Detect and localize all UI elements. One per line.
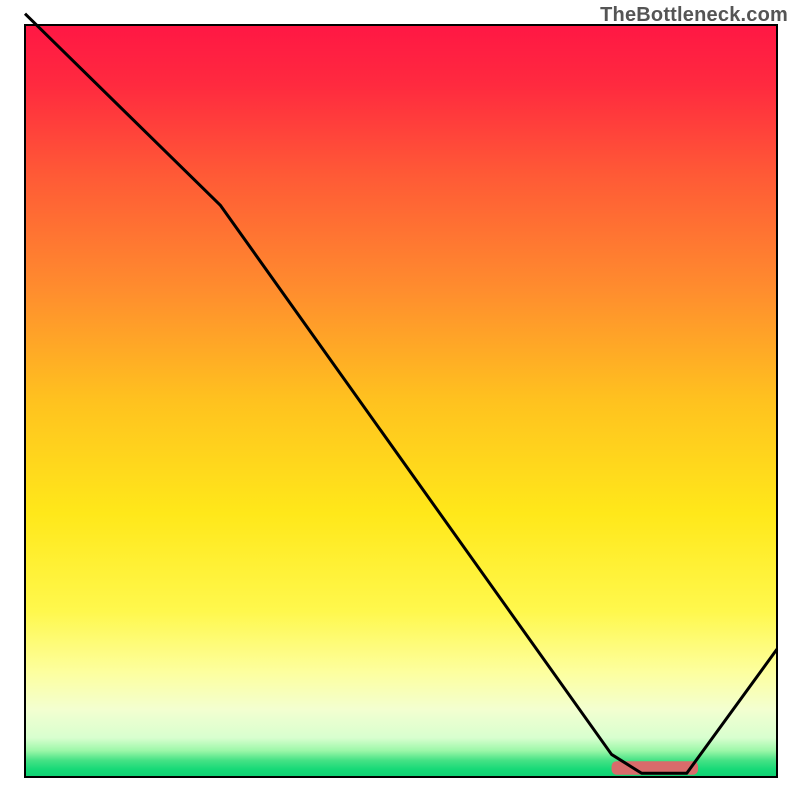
chart-svg xyxy=(0,0,800,800)
gradient-background xyxy=(25,25,777,777)
bottleneck-chart: TheBottleneck.com xyxy=(0,0,800,800)
